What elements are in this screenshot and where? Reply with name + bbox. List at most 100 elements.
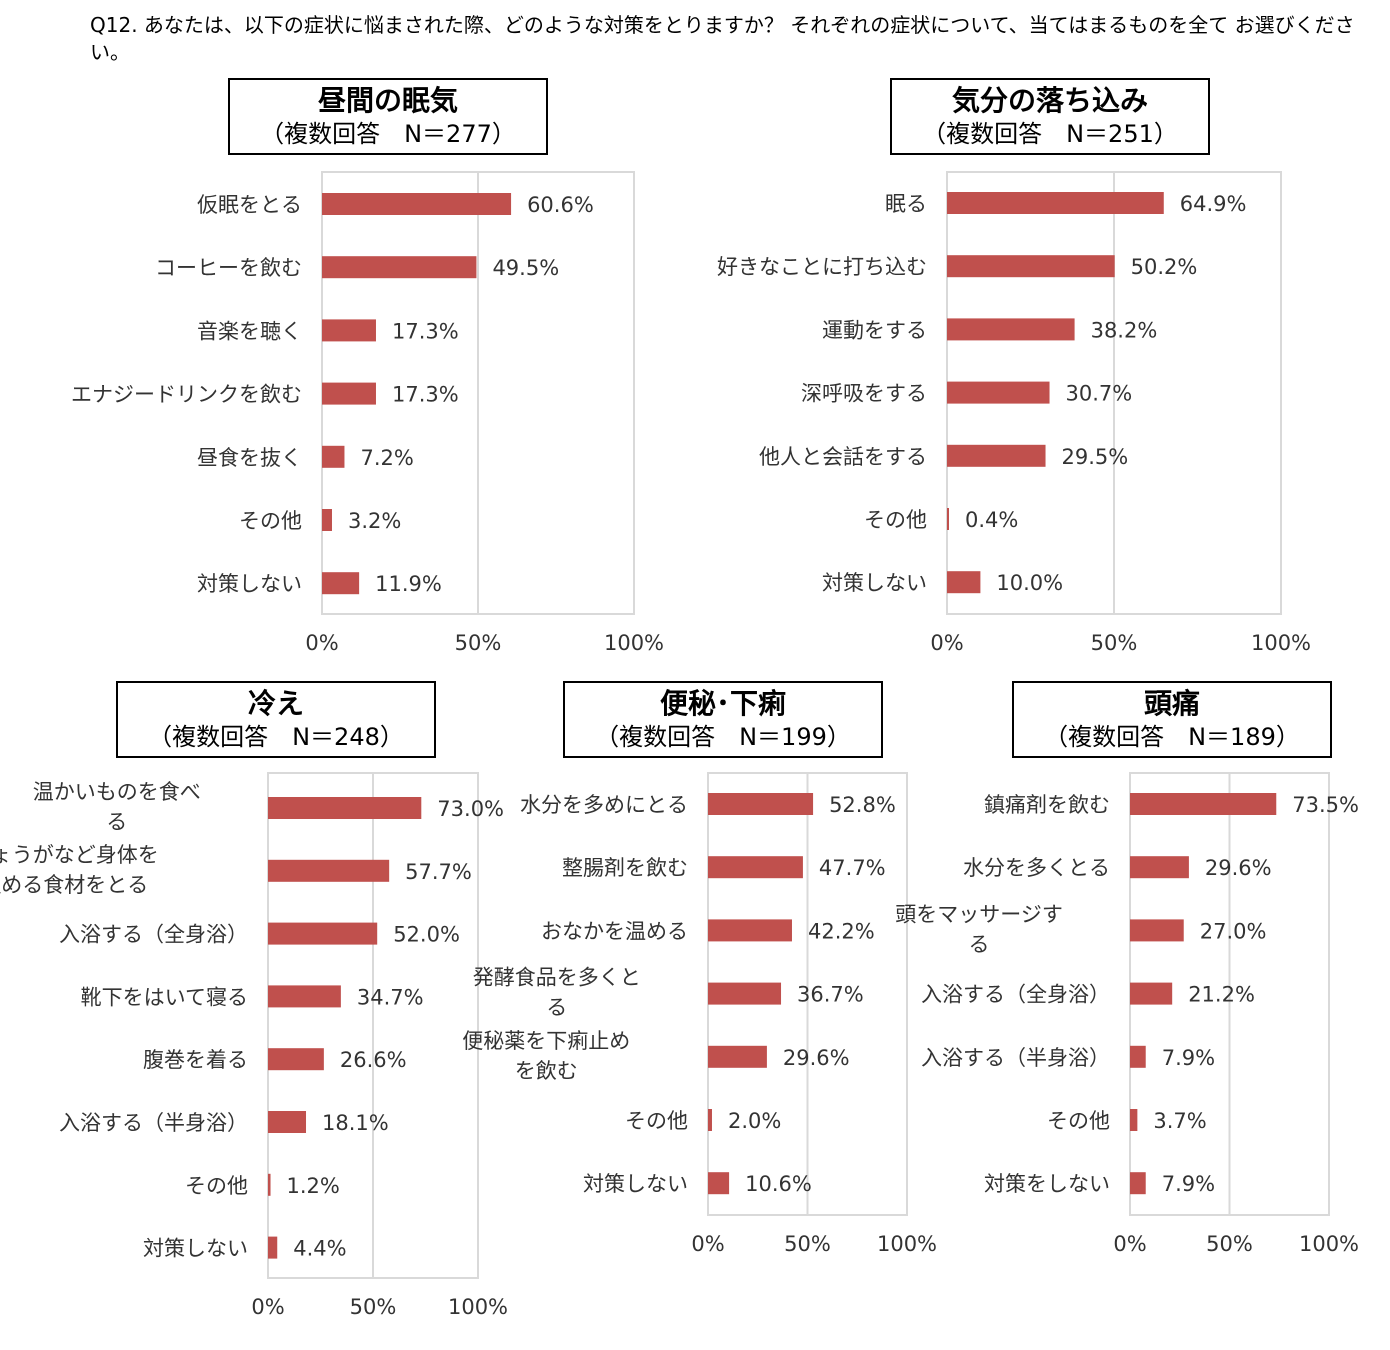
bar: [322, 319, 376, 342]
chart-title: 便秘･下痢: [659, 687, 786, 720]
chart-title-box: 気分の落ち込み （複数回答 N＝251）: [890, 78, 1210, 155]
bar-chart: 0% 50% 100% 73.0% 温かいものを食べる 57.7% しょうがなど身体を温める…: [0, 772, 508, 1319]
x-tick-label: 100%: [1299, 1232, 1359, 1256]
data-label: 30.7%: [1066, 382, 1133, 406]
data-label: 3.2%: [348, 509, 401, 533]
x-tick-label: 50%: [455, 631, 502, 655]
category-label: 温かいものを食べる: [33, 780, 201, 834]
bar: [708, 1109, 712, 1131]
bar: [947, 318, 1075, 341]
data-label: 64.9%: [1180, 192, 1247, 216]
bar-chart: 0% 50% 100% 73.5% 鎮痛剤を飲む 29.6% 水分を多くとる 27.0% 頭をマ…: [895, 772, 1359, 1256]
chart-subtitle: （複数回答 N＝251）: [922, 120, 1178, 148]
data-label: 49.5%: [492, 256, 559, 280]
bar: [708, 856, 803, 879]
data-label: 7.9%: [1162, 1046, 1215, 1070]
category-label: その他: [239, 509, 302, 533]
chart-title: 冷え: [247, 687, 304, 720]
category-label: 便秘薬を下痢止めを飲む: [462, 1029, 630, 1083]
category-label: 入浴する（半身浴）: [59, 1111, 248, 1135]
data-label: 26.6%: [340, 1048, 407, 1072]
bar: [1130, 1045, 1146, 1068]
category-label: 入浴する（全身浴）: [921, 983, 1110, 1007]
x-tick-label: 0%: [691, 1232, 724, 1256]
chart-title: 頭痛: [1143, 687, 1200, 720]
chart-title-box: 便秘･下痢 （複数回答 N＝199）: [563, 681, 883, 758]
chart-title-box: 昼間の眠気 （複数回答 N＝277）: [228, 78, 548, 155]
bar: [1130, 1109, 1138, 1131]
bar: [268, 985, 341, 1008]
data-label: 60.6%: [527, 193, 594, 217]
chart-title: 昼間の眠気: [317, 84, 458, 117]
data-label: 73.5%: [1292, 793, 1359, 817]
category-label: 他人と会話をする: [759, 445, 927, 469]
data-label: 50.2%: [1131, 255, 1198, 279]
data-label: 52.0%: [393, 923, 460, 947]
question-text: Q12. あなたは、以下の症状に悩まされた際、どのような対策をとりますか？ それ…: [90, 13, 1355, 64]
bar: [947, 255, 1115, 278]
bar: [708, 1045, 767, 1068]
data-label: 47.7%: [819, 856, 886, 880]
data-label: 10.0%: [996, 571, 1063, 595]
category-label-line: を飲む: [515, 1059, 578, 1083]
category-label: 靴下をはいて寝る: [81, 985, 248, 1009]
data-label: 7.2%: [360, 446, 413, 470]
bar: [268, 1111, 307, 1133]
data-label: 38.2%: [1091, 318, 1158, 342]
category-label: おなかを温める: [541, 919, 688, 943]
data-label: 11.9%: [375, 572, 442, 596]
x-tick-label: 0%: [251, 1295, 284, 1319]
data-label: 57.7%: [405, 860, 472, 884]
x-tick-label: 50%: [1091, 631, 1138, 655]
bar-chart: 0% 50% 100% 64.9% 眠る 50.2% 好きなことに打ち込む 38.2% 運動をす…: [717, 171, 1311, 655]
category-label: 整腸剤を飲む: [562, 856, 688, 880]
category-label: 対策しない: [822, 571, 927, 595]
bar: [708, 793, 814, 815]
category-label: しょうがなど身体を温める食材をとる: [0, 843, 159, 897]
category-label: 腹巻を着る: [143, 1048, 248, 1072]
chart-title-box: 冷え （複数回答 N＝248）: [116, 681, 436, 758]
category-label: 鎮痛剤を飲む: [984, 793, 1110, 817]
category-label: 入浴する（半身浴）: [921, 1046, 1110, 1070]
category-label: 眠る: [885, 192, 927, 216]
category-label: 水分を多めにとる: [520, 793, 688, 817]
category-label: 頭をマッサージする: [895, 902, 1063, 956]
data-label: 7.9%: [1162, 1172, 1215, 1196]
bar: [1130, 919, 1184, 942]
bar: [947, 571, 981, 594]
bar-chart: 0% 50% 100% 52.8% 水分を多めにとる 47.7% 整腸剤を飲む 42.2% おな…: [462, 772, 937, 1256]
bar: [1130, 1172, 1146, 1195]
category-label-line: 発酵食品を多くと: [473, 966, 641, 990]
x-tick-label: 0%: [1113, 1232, 1146, 1256]
data-label: 1.2%: [287, 1174, 340, 1198]
x-tick-label: 50%: [1206, 1232, 1253, 1256]
category-label: その他: [1047, 1109, 1110, 1133]
data-label: 18.1%: [322, 1111, 389, 1135]
bar: [1130, 793, 1277, 815]
data-label: 0.4%: [965, 508, 1018, 532]
category-label: エナジードリンクを飲む: [71, 383, 302, 407]
category-label: 水分を多くとる: [963, 856, 1110, 880]
bar: [708, 1172, 730, 1195]
category-label-line: しょうがなど身体を: [0, 843, 159, 867]
category-label: 昼食を抜く: [197, 446, 302, 470]
bar: [322, 445, 345, 468]
data-label: 27.0%: [1200, 919, 1267, 943]
category-label: 音楽を聴く: [197, 319, 302, 343]
bar: [322, 382, 376, 405]
data-label: 29.6%: [783, 1046, 850, 1070]
bar: [322, 256, 477, 279]
category-label: 対策しない: [583, 1172, 688, 1196]
category-label-line: る: [969, 932, 990, 956]
data-label: 36.7%: [797, 983, 864, 1007]
category-label-line: る: [546, 996, 567, 1020]
bar: [268, 1173, 271, 1196]
data-label: 29.5%: [1062, 445, 1129, 469]
bar: [268, 1048, 324, 1071]
category-label: 仮眠をとる: [197, 193, 302, 217]
chart-subtitle: （複数回答 N＝199）: [595, 723, 851, 751]
x-tick-label: 100%: [877, 1232, 937, 1256]
category-label: 好きなことに打ち込む: [717, 255, 927, 279]
category-label: 発酵食品を多くとる: [473, 966, 641, 1020]
